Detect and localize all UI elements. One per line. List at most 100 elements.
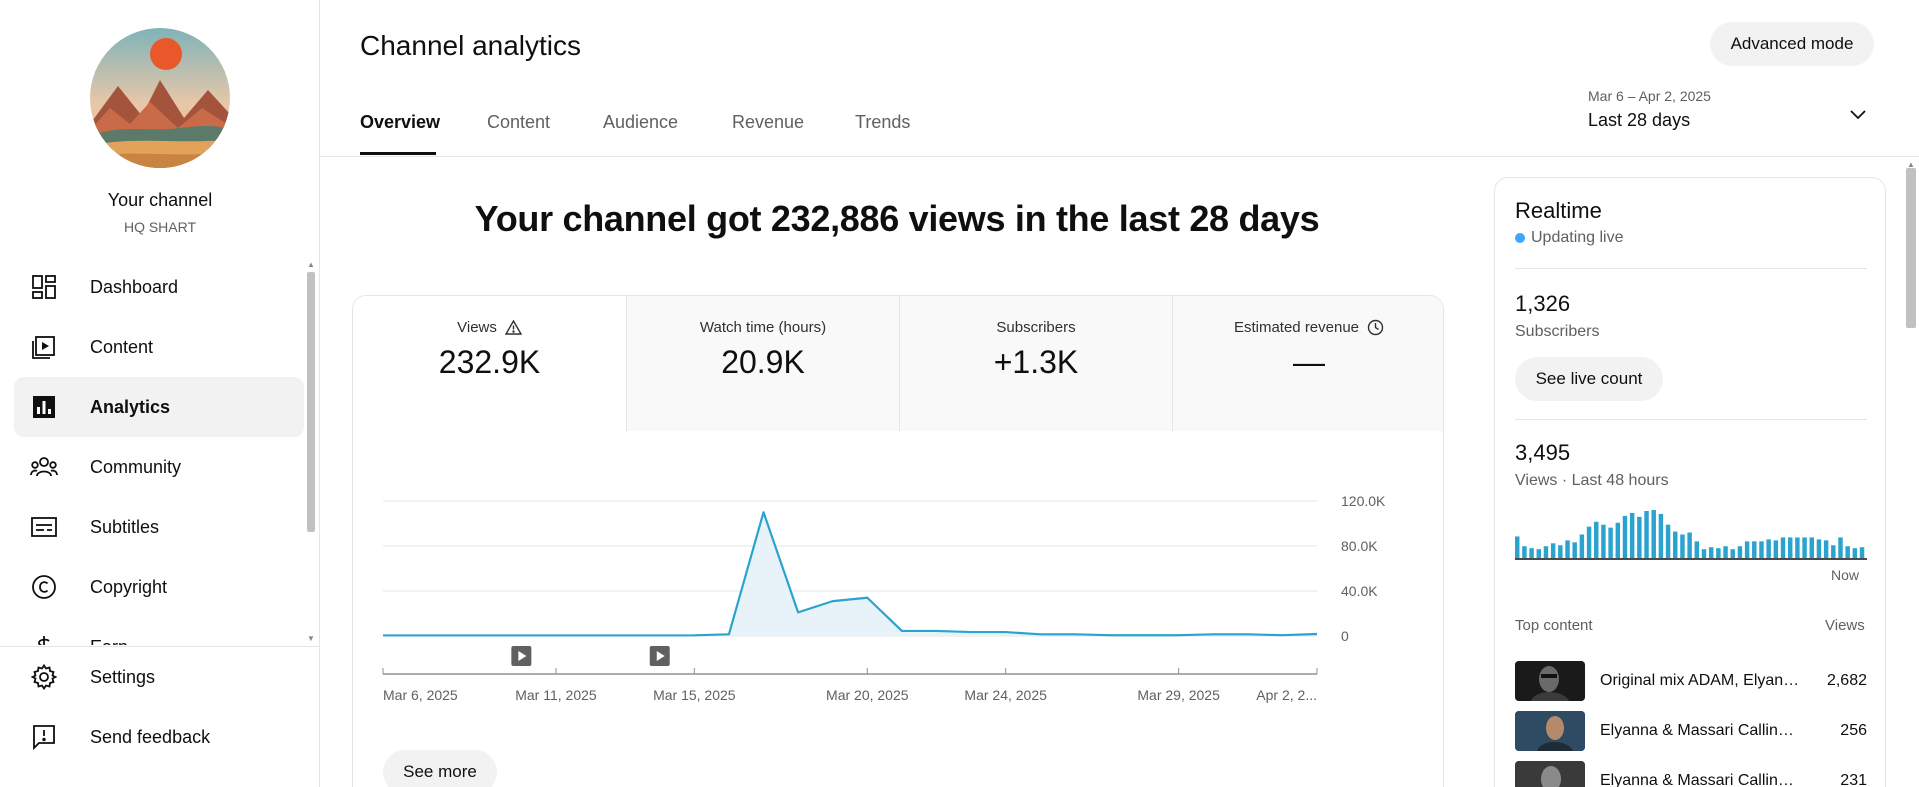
realtime-bar[interactable] [1680,534,1685,558]
realtime-bar[interactable] [1615,522,1621,558]
realtime-bar[interactable] [1823,540,1829,558]
tab-trends[interactable]: Trends [855,112,911,132]
video-published-marker-icon[interactable] [649,646,670,666]
date-range-label: Last 28 days [1588,110,1691,130]
realtime-bar[interactable] [1608,527,1613,558]
realtime-bar[interactable] [1852,548,1858,558]
realtime-bar[interactable] [1780,537,1786,558]
metric-tab-subscribers[interactable]: Subscribers +1.3K [899,296,1172,431]
chart-series-line[interactable] [383,511,1318,637]
see-more-button[interactable]: See more [383,750,497,787]
realtime-bar[interactable] [1665,524,1671,558]
chart-x-tick-label: Mar 29, 2025 [1137,687,1220,703]
advanced-mode-button[interactable]: Advanced mode [1710,22,1874,66]
tab-revenue[interactable]: Revenue [732,112,805,132]
realtime-bar[interactable] [1572,542,1577,558]
realtime-bar[interactable] [1845,546,1850,558]
tab-overview[interactable]: Overview [360,112,441,132]
realtime-bar[interactable] [1730,549,1735,558]
realtime-subscribers-label: Subscribers [1515,323,1600,340]
realtime-bar[interactable] [1522,546,1527,558]
header-divider [320,156,1919,157]
metric-label: Watch time (hours) [699,319,827,336]
realtime-bar[interactable] [1673,531,1678,558]
video-published-marker-icon[interactable] [511,646,532,666]
realtime-bar[interactable] [1586,526,1592,558]
sidebar-item-label: Dashboard [90,276,179,297]
scroll-up-arrow-icon[interactable]: ▲ [307,260,315,269]
page-scrollbar[interactable] [1906,168,1916,328]
top-content-row[interactable]: Original mix ADAM, Elyanna Calling My Na… [1515,661,1867,703]
realtime-bar[interactable] [1629,512,1635,558]
sidebar-item-copyright[interactable]: Copyright [14,557,304,617]
channel-handle: HQ SHART [123,219,197,235]
realtime-bar[interactable] [1550,543,1556,558]
chart-x-tick-label: Apr 2, 2... [1256,687,1317,703]
analytics-icon [30,393,58,421]
realtime-bar[interactable] [1759,541,1764,558]
realtime-bar[interactable] [1594,521,1599,558]
date-range-picker[interactable]: Mar 6 – Apr 2, 2025 Last 28 days [1588,84,1888,144]
realtime-bar[interactable] [1601,524,1606,558]
tab-content[interactable]: Content [487,112,551,132]
tab-audience[interactable]: Audience [603,112,679,132]
sidebar-item-earn[interactable]: Earn [14,617,304,645]
sidebar-item-community[interactable]: Community [14,437,304,497]
realtime-bar[interactable] [1687,532,1692,558]
realtime-bar[interactable] [1809,537,1814,558]
top-content-row[interactable]: Elyanna & Massari Calling My Name 231 [1515,761,1867,787]
realtime-bar[interactable] [1802,537,1807,558]
realtime-bar[interactable] [1529,548,1534,558]
realtime-bar[interactable] [1795,537,1800,558]
realtime-bar[interactable] [1543,546,1549,558]
top-content-row[interactable]: Elyanna & Massari Calling My Name 256 [1515,711,1867,753]
realtime-bar[interactable] [1816,539,1822,558]
scroll-down-arrow-icon[interactable]: ▼ [307,634,315,643]
realtime-bar[interactable] [1658,513,1664,558]
top-content-views: 231 [1840,772,1867,787]
realtime-bar[interactable] [1752,541,1757,558]
realtime-bar[interactable] [1515,536,1520,558]
realtime-bar[interactable] [1579,534,1585,558]
realtime-bar[interactable] [1622,515,1628,558]
realtime-bar[interactable] [1737,546,1743,558]
top-content-views-header: Views [1825,617,1865,634]
sidebar-item-subtitles[interactable]: Subtitles [14,497,304,557]
realtime-bar[interactable] [1708,547,1714,558]
realtime-bar[interactable] [1831,545,1836,558]
top-content-title: Elyanna & Massari Calling My Name [1600,722,1800,739]
realtime-bar[interactable] [1859,547,1865,558]
realtime-bar[interactable] [1644,510,1649,558]
realtime-bar[interactable] [1651,510,1656,558]
sidebar-nav: Dashboard Content Analytics [0,257,320,645]
views-chart[interactable]: 0 40.0K 80.0K 120.0K Mar 6, 2025 Mar 11, 2025… [353,431,1444,711]
channel-avatar[interactable] [90,28,230,168]
metric-tab-estimated-revenue[interactable]: Estimated revenue — [1172,296,1443,431]
realtime-bar[interactable] [1701,549,1707,558]
metric-tab-watch-time[interactable]: Watch time (hours) 20.9K [626,296,899,431]
realtime-bar[interactable] [1766,539,1771,558]
realtime-bar[interactable] [1744,541,1750,558]
realtime-bar[interactable] [1773,540,1779,558]
realtime-bar[interactable] [1637,516,1642,558]
sidebar-item-content[interactable]: Content [14,317,304,377]
realtime-bar[interactable] [1723,546,1728,558]
sidebar-item-settings[interactable]: Settings [14,647,304,707]
realtime-title: Realtime [1515,198,1602,223]
realtime-bar[interactable] [1694,541,1700,558]
realtime-bar[interactable] [1787,537,1793,558]
top-content-header: Top content [1515,617,1593,634]
sidebar-item-dashboard[interactable]: Dashboard [14,257,304,317]
sidebar-item-analytics[interactable]: Analytics [14,377,304,437]
realtime-bar[interactable] [1558,545,1563,558]
realtime-bar[interactable] [1536,549,1542,558]
realtime-bar[interactable] [1716,548,1721,558]
sidebar-scrollbar[interactable] [307,272,315,532]
sidebar-item-send-feedback[interactable]: Send feedback [14,707,304,767]
realtime-bar[interactable] [1565,540,1570,558]
see-live-count-button[interactable]: See live count [1515,357,1663,401]
realtime-bar[interactable] [1838,537,1843,558]
metric-tab-views[interactable]: Views 232.9K [353,296,626,431]
realtime-views-bar-chart[interactable] [1515,508,1867,560]
page-scroll-up-arrow-icon[interactable]: ▲ [1907,160,1915,169]
